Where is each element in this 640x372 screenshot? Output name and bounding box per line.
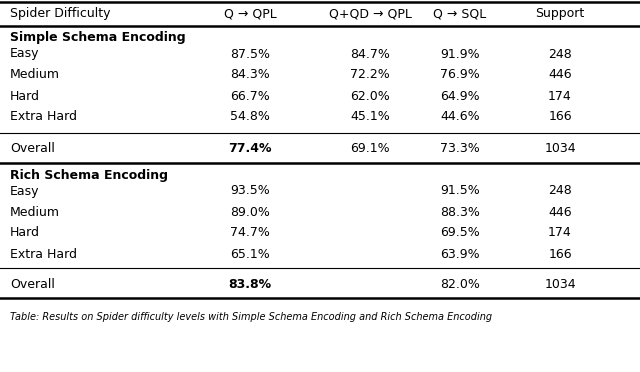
Text: 93.5%: 93.5% [230,185,270,198]
Text: 174: 174 [548,227,572,240]
Text: 76.9%: 76.9% [440,68,480,81]
Text: Easy: Easy [10,48,40,61]
Text: Hard: Hard [10,227,40,240]
Text: 166: 166 [548,247,572,260]
Text: 91.9%: 91.9% [440,48,480,61]
Text: 64.9%: 64.9% [440,90,480,103]
Text: Q → SQL: Q → SQL [433,7,486,20]
Text: 72.2%: 72.2% [350,68,390,81]
Text: 174: 174 [548,90,572,103]
Text: 65.1%: 65.1% [230,247,270,260]
Text: 62.0%: 62.0% [350,90,390,103]
Text: 248: 248 [548,48,572,61]
Text: 89.0%: 89.0% [230,205,270,218]
Text: 446: 446 [548,68,572,81]
Text: 54.8%: 54.8% [230,110,270,124]
Text: 45.1%: 45.1% [350,110,390,124]
Text: 66.7%: 66.7% [230,90,270,103]
Text: Simple Schema Encoding: Simple Schema Encoding [10,32,186,45]
Text: Support: Support [536,7,584,20]
Text: 1034: 1034 [544,142,576,155]
Text: 84.3%: 84.3% [230,68,270,81]
Text: 166: 166 [548,110,572,124]
Text: 248: 248 [548,185,572,198]
Text: 63.9%: 63.9% [440,247,480,260]
Text: 74.7%: 74.7% [230,227,270,240]
Text: Medium: Medium [10,205,60,218]
Text: 83.8%: 83.8% [228,278,271,291]
Text: Spider Difficulty: Spider Difficulty [10,7,111,20]
Text: 84.7%: 84.7% [350,48,390,61]
Text: Overall: Overall [10,142,55,155]
Text: 91.5%: 91.5% [440,185,480,198]
Text: 69.1%: 69.1% [350,142,390,155]
Text: 82.0%: 82.0% [440,278,480,291]
Text: Hard: Hard [10,90,40,103]
Text: 77.4%: 77.4% [228,142,272,155]
Text: Q → QPL: Q → QPL [223,7,276,20]
Text: 69.5%: 69.5% [440,227,480,240]
Text: Extra Hard: Extra Hard [10,110,77,124]
Text: Overall: Overall [10,278,55,291]
Text: Medium: Medium [10,68,60,81]
Text: Rich Schema Encoding: Rich Schema Encoding [10,169,168,182]
Text: 446: 446 [548,205,572,218]
Text: 87.5%: 87.5% [230,48,270,61]
Text: Q+QD → QPL: Q+QD → QPL [328,7,412,20]
Text: Table: Results on Spider difficulty levels with Simple Schema Encoding and Rich : Table: Results on Spider difficulty leve… [10,312,492,322]
Text: Easy: Easy [10,185,40,198]
Text: Extra Hard: Extra Hard [10,247,77,260]
Text: 88.3%: 88.3% [440,205,480,218]
Text: 44.6%: 44.6% [440,110,480,124]
Text: 1034: 1034 [544,278,576,291]
Text: 73.3%: 73.3% [440,142,480,155]
